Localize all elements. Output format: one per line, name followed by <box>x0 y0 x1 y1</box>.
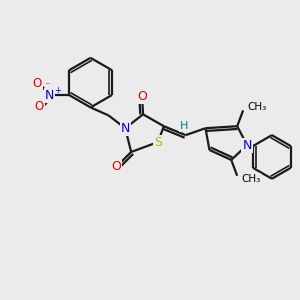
Text: CH₃: CH₃ <box>247 102 266 112</box>
Text: S: S <box>154 136 162 148</box>
Text: O: O <box>111 160 121 173</box>
Text: O: O <box>35 100 44 113</box>
Text: CH₃: CH₃ <box>241 174 260 184</box>
Text: H: H <box>179 121 188 131</box>
Text: N: N <box>45 88 54 101</box>
Text: N: N <box>121 122 130 135</box>
Text: O: O <box>33 76 42 90</box>
Text: N: N <box>242 139 252 152</box>
Text: ⁻: ⁻ <box>44 81 50 91</box>
Text: +: + <box>54 85 61 94</box>
Text: O: O <box>137 90 147 103</box>
